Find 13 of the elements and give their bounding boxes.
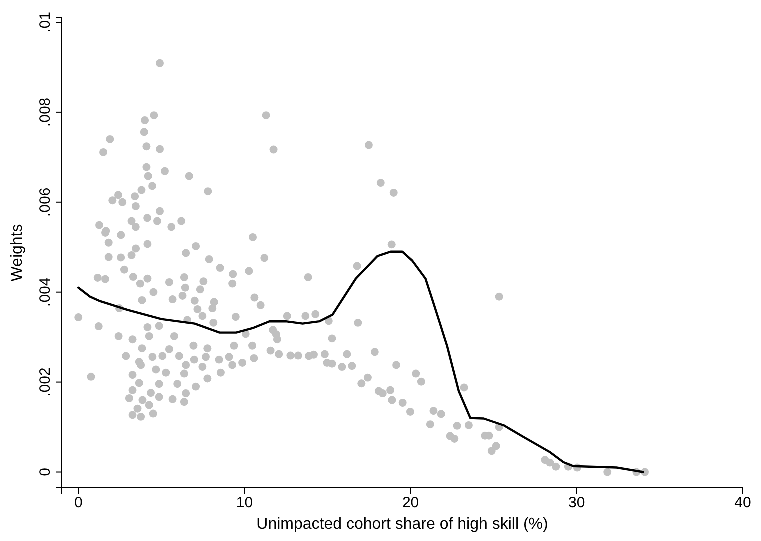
y-tick-label: .004 bbox=[37, 278, 54, 307]
x-axis-title: Unimpacted cohort share of high skill (%) bbox=[256, 516, 548, 533]
y-tick-label: .002 bbox=[37, 368, 54, 397]
y-tick-label: .006 bbox=[37, 188, 54, 218]
y-axis-title: Weights bbox=[9, 224, 26, 282]
x-tick-label: 20 bbox=[402, 494, 420, 512]
x-tick-label: 0 bbox=[74, 494, 83, 512]
y-tick-label: 0 bbox=[37, 468, 54, 476]
x-tick-label: 30 bbox=[568, 494, 586, 512]
y-tick-label: .01 bbox=[37, 12, 54, 33]
y-tick-label: .008 bbox=[37, 98, 54, 128]
x-tick-label: 40 bbox=[734, 494, 752, 512]
x-tick-label: 10 bbox=[236, 494, 254, 512]
